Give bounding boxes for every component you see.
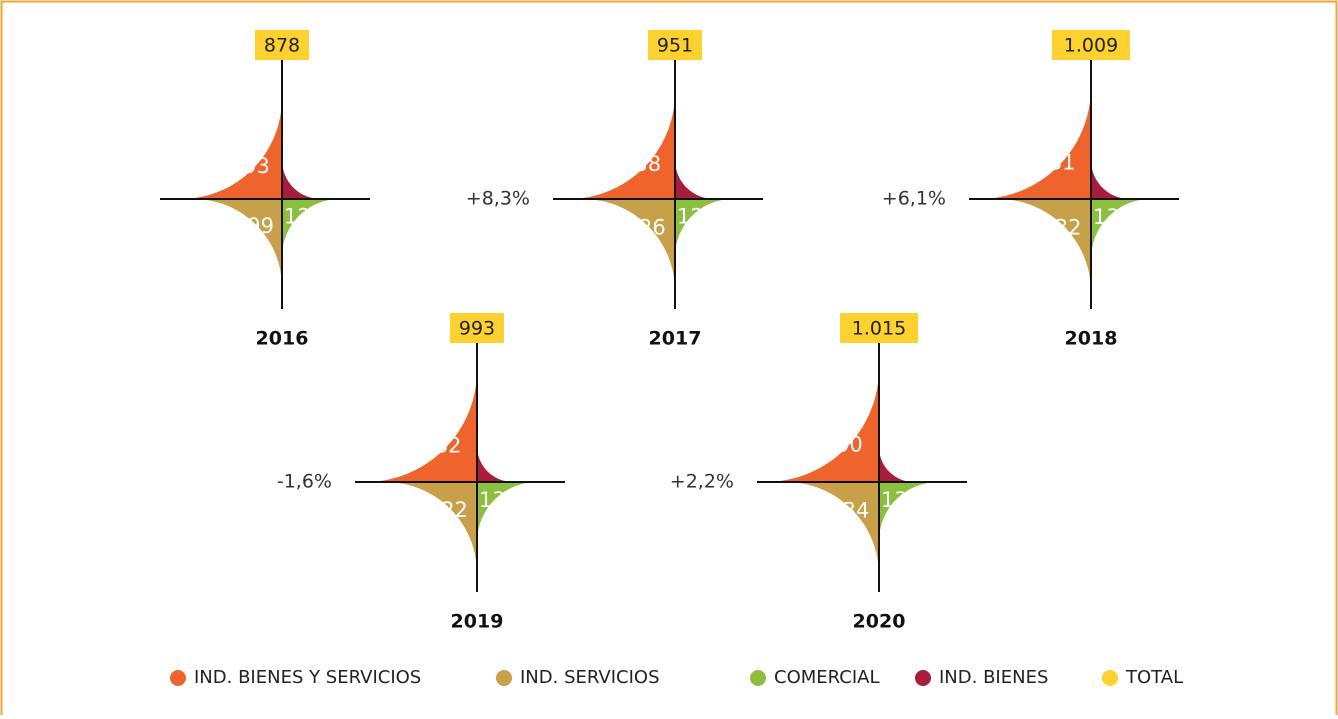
value-label: 322	[428, 498, 468, 522]
value-label: 50	[486, 451, 513, 475]
sector	[193, 199, 282, 288]
value-label: 58	[291, 168, 318, 192]
sector	[477, 482, 538, 543]
value-label: 299	[234, 214, 274, 238]
value-label: 500	[823, 433, 863, 457]
value-label: 326	[626, 215, 666, 239]
sector	[385, 482, 477, 574]
growth-label: +2,2%	[670, 471, 734, 493]
legend-label: IND. BIENES Y SERVICIOS	[194, 667, 421, 688]
legend-dot	[915, 670, 931, 686]
sector	[180, 97, 282, 199]
sector	[568, 92, 675, 199]
legend-dot	[170, 670, 186, 686]
value-label: 134	[881, 488, 921, 512]
sector	[365, 370, 477, 482]
legend-dot	[496, 670, 512, 686]
sector	[764, 367, 879, 482]
sector	[998, 199, 1091, 292]
legend-label: TOTAL	[1125, 667, 1183, 688]
total-box	[1052, 30, 1130, 60]
total-box	[840, 313, 918, 343]
value-label: 438	[621, 152, 661, 176]
sector	[879, 482, 939, 542]
sector	[785, 482, 879, 576]
sector	[979, 87, 1091, 199]
growth-label: -1,6%	[277, 471, 332, 493]
total-box	[255, 30, 309, 60]
sector	[1091, 160, 1130, 199]
value-label: 128	[284, 204, 324, 228]
sector	[282, 199, 340, 257]
growth-label: +8,3%	[466, 188, 530, 210]
year-label: 2019	[451, 611, 504, 633]
total-label: 878	[264, 35, 300, 57]
sector	[879, 447, 914, 482]
value-label: 138	[1093, 205, 1133, 229]
legend-label: IND. SERVICIOS	[520, 667, 660, 688]
value-label: 393	[230, 154, 270, 178]
value-label: 139	[479, 488, 519, 512]
year-label: 2018	[1065, 328, 1118, 350]
value-label: 481	[1035, 150, 1075, 174]
sector	[675, 199, 733, 257]
legend-dot	[1102, 670, 1118, 686]
sector	[582, 199, 675, 292]
total-label: 993	[459, 318, 495, 340]
total-box	[450, 313, 504, 343]
value-label: 128	[677, 204, 717, 228]
legend-dot	[750, 670, 766, 686]
legend-label: COMERCIAL	[774, 667, 879, 688]
growth-label: +6,1%	[882, 188, 946, 210]
value-label: 47	[888, 451, 915, 475]
sector	[282, 160, 321, 199]
total-label: 951	[657, 35, 693, 57]
sector	[675, 159, 715, 199]
total-label: 1.009	[1064, 35, 1118, 57]
value-label: 334	[829, 499, 869, 523]
year-label: 2020	[853, 611, 906, 633]
year-label: 2016	[256, 328, 309, 350]
legend-label: IND. BIENES	[939, 667, 1048, 688]
value-label: 332	[1041, 216, 1081, 240]
year-label: 2017	[649, 328, 702, 350]
sector	[477, 445, 514, 482]
value-label: 482	[421, 433, 461, 457]
total-label: 1.015	[852, 318, 906, 340]
value-label: 59	[684, 168, 711, 192]
value-label: 58	[1100, 168, 1127, 192]
total-box	[648, 30, 702, 60]
sector	[1091, 199, 1151, 259]
